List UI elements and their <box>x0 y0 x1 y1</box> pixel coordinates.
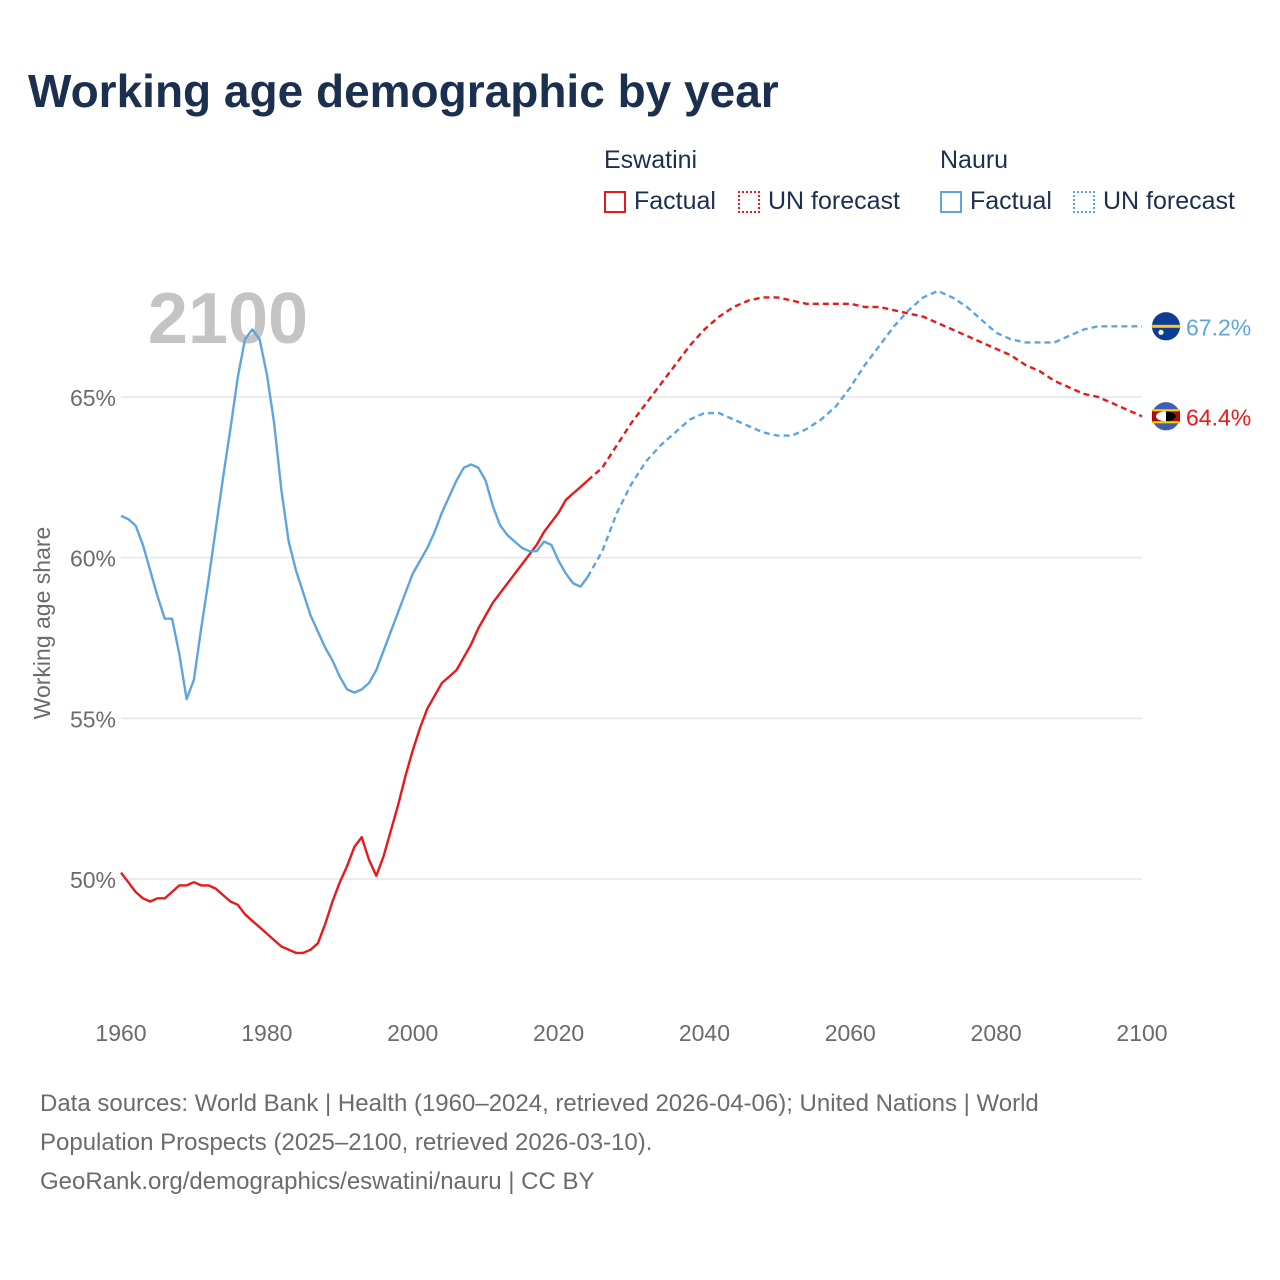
y-tick-label: 60% <box>70 546 116 572</box>
legend-swatch-dotted <box>738 190 760 213</box>
y-tick-label: 55% <box>70 706 116 732</box>
legend-label: Factual <box>634 187 716 215</box>
legend-group-nauru: Nauru <box>940 146 1009 174</box>
eswatini-end-value-label: 64.4% <box>1186 404 1251 430</box>
y-tick-label: 50% <box>70 867 116 893</box>
legend-nauru-factual[interactable]: Factual <box>940 187 1052 216</box>
legend-eswatini-forecast[interactable]: UN forecast <box>738 187 900 216</box>
eswatini-factual-line[interactable] <box>120 479 589 955</box>
legend-label: Factual <box>970 187 1052 215</box>
x-tick-label: 2040 <box>679 1020 730 1046</box>
footer-credit[interactable]: GeoRank.org/demographics/eswatini/nauru … <box>40 1168 595 1195</box>
legend-swatch-dotted <box>1073 190 1095 213</box>
year-watermark: 2100 <box>148 279 308 359</box>
x-tick-label: 2060 <box>825 1020 876 1046</box>
x-tick-label: 2100 <box>1116 1020 1167 1046</box>
x-tick-label: 1980 <box>241 1020 292 1046</box>
legend-swatch-solid <box>940 190 962 213</box>
legend-label: UN forecast <box>1103 187 1235 215</box>
footer-source-line1: Data sources: World Bank | Health (1960–… <box>40 1090 1039 1117</box>
x-tick-label: 1960 <box>95 1020 146 1046</box>
legend-group-eswatini: Eswatini <box>604 146 698 174</box>
chart-title: Working age demographic by year <box>28 65 779 117</box>
y-tick-label: 65% <box>70 385 116 411</box>
x-tick-label: 2020 <box>533 1020 584 1046</box>
legend-eswatini-factual[interactable]: Factual <box>604 187 716 216</box>
legend-label: UN forecast <box>768 187 900 215</box>
nauru-end-value-label: 67.2% <box>1186 314 1251 340</box>
y-axis-label: Working age share <box>29 527 55 720</box>
legend-swatch-solid <box>604 190 626 213</box>
eswatini-flag-icon <box>1151 401 1181 431</box>
legend-nauru-forecast[interactable]: UN forecast <box>1073 187 1235 216</box>
nauru-factual-line[interactable] <box>120 328 589 701</box>
x-tick-label: 2000 <box>387 1020 438 1046</box>
nauru-flag-icon <box>1151 311 1181 341</box>
footer-source-line2: Population Prospects (2025–2100, retriev… <box>40 1129 653 1156</box>
eswatini-forecast-line[interactable] <box>586 296 1143 482</box>
nauru-forecast-line[interactable] <box>586 289 1142 578</box>
x-tick-label: 2080 <box>971 1020 1022 1046</box>
